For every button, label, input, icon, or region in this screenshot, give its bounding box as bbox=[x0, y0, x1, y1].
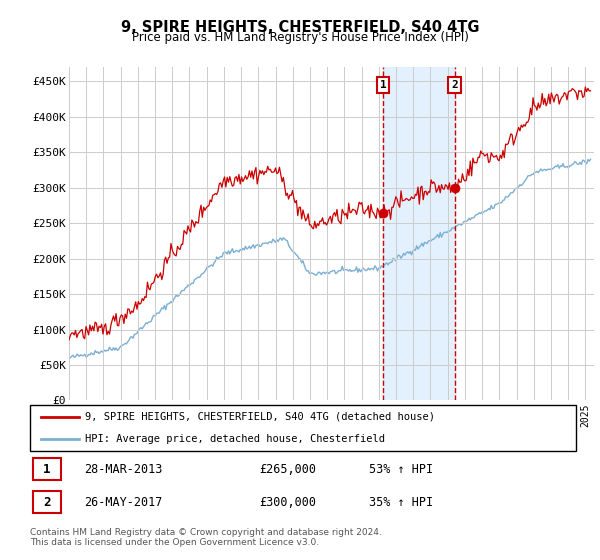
Text: 35% ↑ HPI: 35% ↑ HPI bbox=[368, 496, 433, 508]
Text: 1: 1 bbox=[380, 80, 386, 90]
Text: 9, SPIRE HEIGHTS, CHESTERFIELD, S40 4TG: 9, SPIRE HEIGHTS, CHESTERFIELD, S40 4TG bbox=[121, 20, 479, 35]
Bar bbox=[33, 459, 61, 480]
Text: Price paid vs. HM Land Registry's House Price Index (HPI): Price paid vs. HM Land Registry's House … bbox=[131, 31, 469, 44]
Text: 53% ↑ HPI: 53% ↑ HPI bbox=[368, 463, 433, 475]
Bar bbox=[33, 491, 61, 513]
Text: 2: 2 bbox=[43, 496, 50, 508]
Bar bbox=[383, 67, 455, 400]
Text: HPI: Average price, detached house, Chesterfield: HPI: Average price, detached house, Ches… bbox=[85, 434, 385, 444]
Text: 9, SPIRE HEIGHTS, CHESTERFIELD, S40 4TG (detached house): 9, SPIRE HEIGHTS, CHESTERFIELD, S40 4TG … bbox=[85, 412, 434, 422]
Text: 26-MAY-2017: 26-MAY-2017 bbox=[85, 496, 163, 508]
Text: £300,000: £300,000 bbox=[259, 496, 316, 508]
Text: £265,000: £265,000 bbox=[259, 463, 316, 475]
Text: 1: 1 bbox=[43, 463, 50, 475]
Text: Contains HM Land Registry data © Crown copyright and database right 2024.
This d: Contains HM Land Registry data © Crown c… bbox=[30, 528, 382, 547]
Text: 2: 2 bbox=[451, 80, 458, 90]
Text: 28-MAR-2013: 28-MAR-2013 bbox=[85, 463, 163, 475]
